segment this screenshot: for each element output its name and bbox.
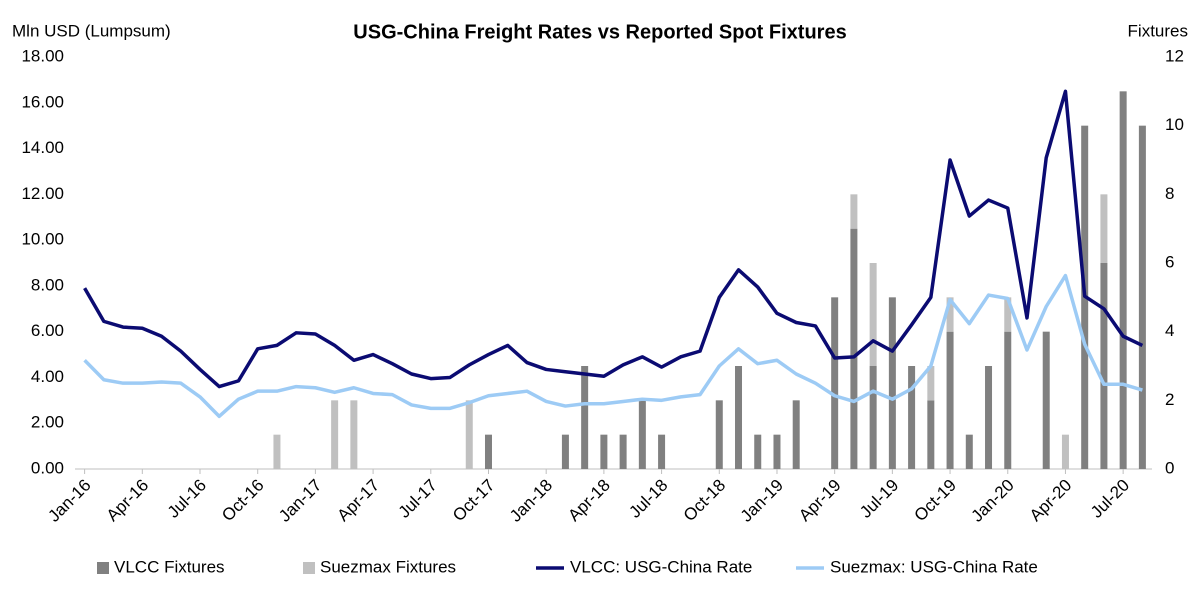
x-tick-label: Apr-20 (1026, 476, 1076, 526)
y-tick-label: 12.00 (21, 184, 64, 203)
y-axis-title: Mln USD (Lumpsum) (12, 21, 171, 40)
bar (946, 297, 954, 332)
bar (754, 434, 762, 469)
x-tick-label: Jul-18 (625, 476, 671, 522)
x-tick-label: Jul-17 (395, 476, 441, 522)
x-tick-label: Jan-18 (506, 476, 556, 526)
bar (850, 194, 858, 229)
y2-tick-label: 4 (1165, 321, 1174, 340)
bar (773, 434, 781, 469)
bar (888, 297, 896, 469)
x-tick-label: Jan-17 (275, 476, 325, 526)
bar (927, 400, 935, 469)
bar (927, 366, 935, 401)
x-tick-label: Apr-17 (334, 476, 384, 526)
bar (985, 366, 993, 469)
x-tick-label: Apr-16 (103, 476, 153, 526)
y-tick-label: 4.00 (31, 367, 64, 386)
y-tick-label: 18.00 (21, 46, 64, 65)
legend-swatch (303, 562, 315, 574)
y2-tick-label: 10 (1165, 115, 1184, 134)
bar (1004, 297, 1012, 332)
bar (273, 434, 281, 469)
x-tick-label: Jul-16 (164, 476, 210, 522)
y-tick-label: 14.00 (21, 138, 64, 157)
bar (561, 434, 569, 469)
bar (965, 434, 973, 469)
x-tick-label: Jul-20 (1087, 476, 1133, 522)
y-tick-label: 6.00 (31, 321, 64, 340)
y-tick-label: 8.00 (31, 275, 64, 294)
bar (331, 400, 339, 469)
bar (715, 400, 723, 469)
bar (831, 297, 839, 469)
bar (350, 400, 358, 469)
bar (1004, 331, 1012, 469)
bar (792, 400, 800, 469)
bar (658, 434, 666, 469)
legend-swatch (97, 562, 109, 574)
x-tick-label: Oct-17 (449, 476, 499, 526)
chart-title: USG-China Freight Rates vs Reported Spot… (353, 21, 846, 43)
x-tick-label: Oct-16 (218, 476, 268, 526)
legend-label: Suezmax: USG-China Rate (830, 557, 1038, 576)
x-tick-label: Jan-20 (968, 476, 1018, 526)
bar (581, 366, 589, 469)
bar (869, 366, 877, 469)
bar (1042, 331, 1050, 469)
y2-tick-label: 12 (1165, 46, 1184, 65)
bar (1119, 91, 1127, 469)
bar (735, 366, 743, 469)
legend-label: VLCC Fixtures (114, 557, 225, 576)
line (83, 273, 1143, 419)
bar (619, 434, 627, 469)
bar (1100, 263, 1108, 469)
bar (1138, 125, 1146, 470)
x-tick-label: Jan-19 (737, 476, 787, 526)
bar (465, 400, 473, 469)
legend-label: Suezmax Fixtures (320, 557, 456, 576)
bar (638, 400, 646, 469)
y-tick-label: 16.00 (21, 92, 64, 111)
bar (1061, 434, 1069, 469)
bar (869, 263, 877, 366)
legend-label: VLCC: USG-China Rate (570, 557, 752, 576)
bar (484, 434, 492, 469)
x-tick-label: Oct-19 (911, 476, 961, 526)
bar (600, 434, 608, 469)
bar (850, 228, 858, 469)
y2-axis-title: Fixtures (1128, 21, 1188, 40)
x-tick-label: Apr-18 (564, 476, 614, 526)
y2-tick-label: 0 (1165, 458, 1174, 477)
y-tick-label: 0.00 (31, 458, 64, 477)
y2-tick-label: 8 (1165, 184, 1174, 203)
x-tick-label: Jan-16 (44, 476, 94, 526)
line (83, 89, 1144, 389)
y-tick-label: 2.00 (31, 413, 64, 432)
y2-tick-label: 6 (1165, 252, 1174, 271)
x-tick-label: Jul-19 (856, 476, 902, 522)
x-tick-label: Oct-18 (680, 476, 730, 526)
x-tick-label: Apr-19 (795, 476, 845, 526)
bar (1100, 194, 1108, 263)
bar (908, 366, 916, 469)
bar (946, 331, 954, 469)
y2-tick-label: 2 (1165, 390, 1174, 409)
y-tick-label: 10.00 (21, 230, 64, 249)
